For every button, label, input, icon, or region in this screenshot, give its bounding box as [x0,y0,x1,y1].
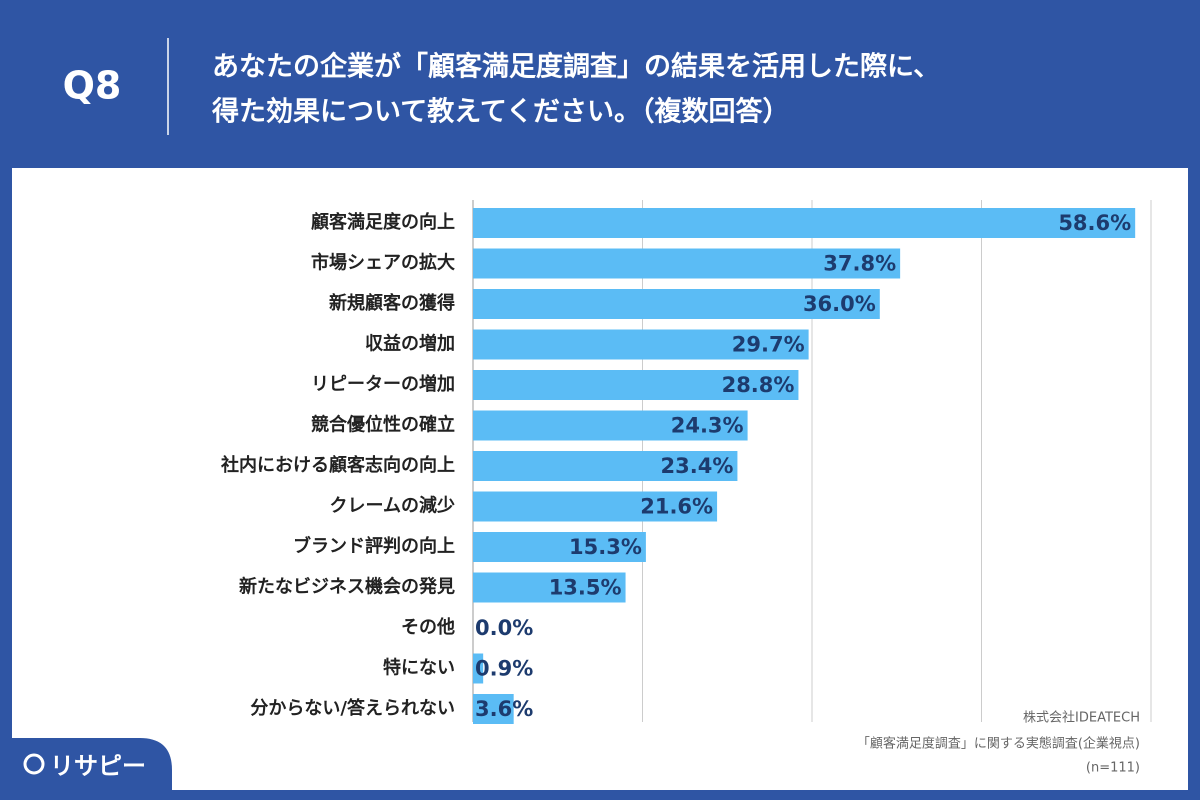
bar [473,653,484,684]
bar [473,451,738,481]
bar [473,572,626,603]
title-line: あなたの企業が「顧客満足度調査」の結果を活用した際に、 [212,51,940,83]
value-label: 58.6% [1058,211,1131,235]
value-label: 28.8% [722,373,795,397]
category-label: クレームの減少 [330,495,455,517]
question-number: Q8 [63,64,122,108]
value-label: 37.8% [823,252,896,276]
value-label: 15.3% [569,535,642,559]
category-label: ブランド評判の向上 [293,535,455,557]
value-label: 0.0% [475,616,533,640]
category-label: 新規顧客の獲得 [329,292,455,314]
value-label: 3.6% [475,697,533,721]
logo-icon [23,753,45,775]
value-label: 24.3% [671,414,744,438]
bar [473,532,646,562]
source: (n=111) [1086,761,1140,776]
value-label: 13.5% [549,576,622,600]
bar [473,289,880,319]
source: 「顧客満足度調査」に関する実態調査(企業視点) [857,736,1140,752]
value-label: 36.0% [803,292,876,316]
category-label: 特にない [383,657,455,679]
category-label: 市場シェアの拡大 [311,252,455,274]
bar [473,248,901,279]
category-label: 競合優位性の確立 [311,414,455,436]
category-label: 収益の増加 [365,333,455,355]
chart: 顧客満足度の向上 58.6% 市場シェアの拡大 37.8% 新規顧客の獲得 36.0% 収益… [221,200,1152,724]
value-label: 21.6% [640,495,713,519]
value-label: 29.7% [732,333,805,357]
category-label: 顧客満足度の向上 [311,211,455,233]
category-label: リピーターの増加 [311,373,455,395]
bar [473,370,799,400]
title-line: 得た効果について教えてください。（複数回答） [211,96,790,128]
bar [473,329,809,360]
bar [473,208,1136,238]
bar [473,410,748,441]
category-label: その他 [401,616,455,638]
category-label: 新たなビジネス機会の発見 [239,576,455,598]
category-label: 社内における顧客志向の向上 [221,454,455,476]
source: 株式会社IDEATECH [1023,710,1140,726]
logo-tab [0,738,172,800]
bar [473,694,514,724]
bar [473,491,718,522]
value-label: 23.4% [661,454,734,478]
logo: リサピー [50,752,146,780]
category-label: 分からない/答えられない [250,697,455,719]
value-label: 0.9% [475,657,533,681]
